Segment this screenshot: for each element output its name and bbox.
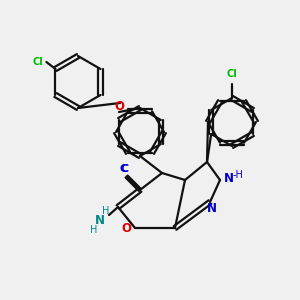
Text: Cl: Cl [226, 69, 237, 79]
Text: O: O [121, 221, 131, 235]
Text: N: N [207, 202, 217, 215]
Text: -H: -H [232, 170, 243, 180]
Text: N: N [224, 172, 234, 185]
Text: Cl: Cl [33, 57, 44, 67]
Text: H: H [102, 206, 110, 216]
Text: C: C [119, 164, 128, 174]
Text: H: H [90, 225, 98, 235]
Text: C: C [121, 164, 129, 174]
Text: O: O [114, 100, 124, 113]
Text: N: N [95, 214, 105, 226]
